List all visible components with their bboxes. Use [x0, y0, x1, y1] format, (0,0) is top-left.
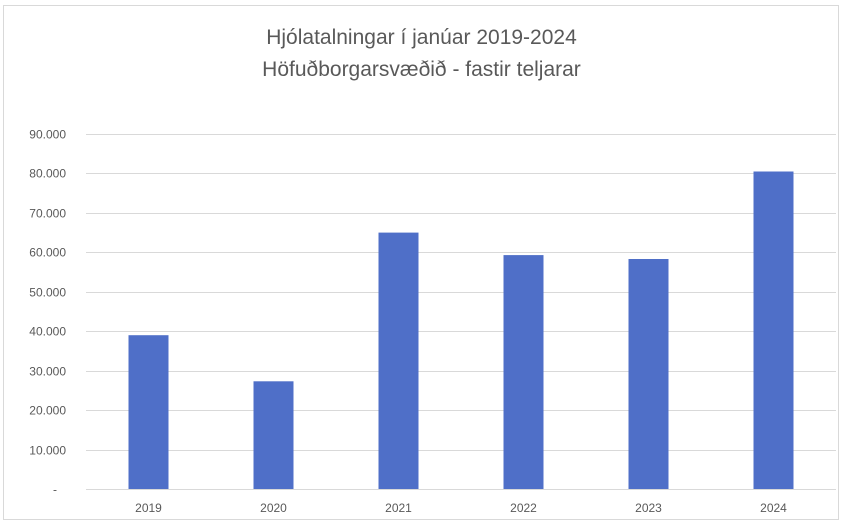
bar-2021 — [378, 232, 419, 489]
x-axis-ticks: 2019 2020 2021 2022 2023 2024 — [135, 501, 787, 515]
y-axis-ticks: - 10.000 20.000 30.000 40.000 50.000 60.000 70.… — [29, 128, 66, 497]
bar-2022 — [503, 255, 544, 489]
bars — [128, 171, 794, 489]
y-tick-label: 90.000 — [29, 128, 66, 142]
x-tick-label: 2021 — [385, 501, 412, 515]
bar-2019 — [128, 335, 169, 489]
x-tick-label: 2019 — [135, 501, 162, 515]
y-tick-label: 50.000 — [29, 286, 66, 300]
y-tick-label: 10.000 — [29, 444, 66, 458]
y-tick-label: 60.000 — [29, 246, 66, 260]
chart-title: Hjólatalningar í janúar 2019-2024 — [266, 26, 577, 49]
bar-2023 — [628, 259, 669, 489]
x-tick-label: 2023 — [635, 501, 662, 515]
chart-subtitle: Höfuðborgarsvæðið - fastir teljarar — [262, 58, 581, 81]
bar-2020 — [253, 381, 294, 489]
y-tick-label: 30.000 — [29, 365, 66, 379]
gridlines — [86, 134, 836, 490]
x-tick-label: 2020 — [260, 501, 287, 515]
bar-2024 — [753, 171, 794, 489]
y-tick-label: 70.000 — [29, 207, 66, 221]
x-tick-label: 2022 — [510, 501, 537, 515]
y-tick-label: - — [53, 483, 57, 497]
y-tick-label: 80.000 — [29, 167, 66, 181]
x-tick-label: 2024 — [760, 501, 787, 515]
y-tick-label: 40.000 — [29, 325, 66, 339]
y-tick-label: 20.000 — [29, 404, 66, 418]
